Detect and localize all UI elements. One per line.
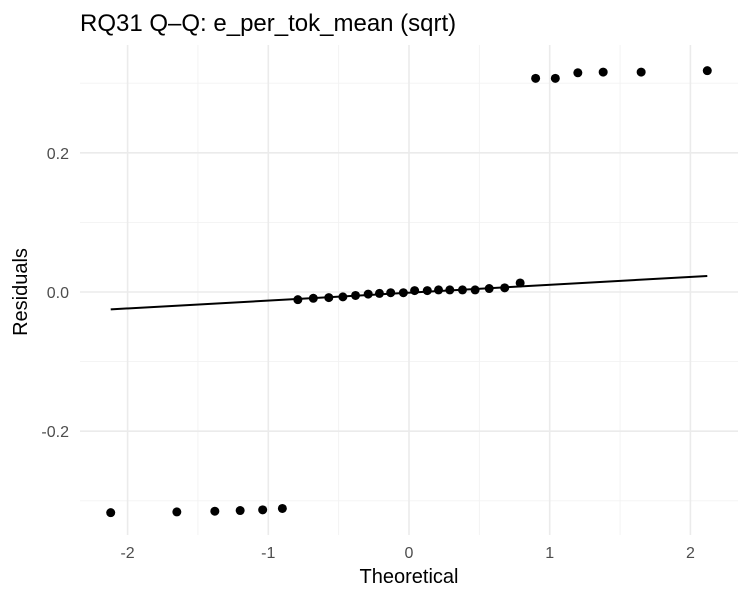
y-axis-title: Residuals xyxy=(10,248,32,336)
x-tick-label: 1 xyxy=(545,545,554,562)
data-point xyxy=(445,285,455,295)
data-point xyxy=(702,66,712,76)
x-tick-label: -1 xyxy=(261,545,275,562)
x-tick-label: 2 xyxy=(686,545,695,562)
y-tick-label: 0.0 xyxy=(47,285,69,302)
x-tick-label: -2 xyxy=(120,545,134,562)
data-point xyxy=(550,73,560,83)
data-point xyxy=(351,290,361,300)
data-point xyxy=(500,283,510,293)
data-point xyxy=(363,289,373,299)
x-tick-label: 0 xyxy=(405,545,414,562)
data-point xyxy=(293,295,303,305)
data-point xyxy=(531,73,541,83)
data-point xyxy=(434,285,444,295)
data-point xyxy=(235,506,245,516)
data-point xyxy=(410,286,420,296)
data-point xyxy=(338,292,348,302)
data-point xyxy=(457,285,467,295)
data-point xyxy=(386,288,396,298)
data-point xyxy=(398,288,408,298)
data-point xyxy=(277,503,287,513)
data-point xyxy=(172,507,182,517)
x-axis-ticks: -2 -1 0 1 2 xyxy=(120,545,694,562)
y-axis-ticks: -0.2 0.0 0.2 xyxy=(41,146,69,441)
data-point xyxy=(484,284,494,294)
data-point xyxy=(106,508,116,518)
data-point xyxy=(324,293,334,303)
data-point xyxy=(210,506,220,516)
data-point xyxy=(470,285,480,295)
data-points xyxy=(106,66,712,518)
grid xyxy=(80,45,738,535)
chart-title: RQ31 Q–Q: e_per_tok_mean (sqrt) xyxy=(80,10,456,37)
data-point xyxy=(573,68,583,78)
reference-line xyxy=(110,274,708,311)
y-tick-label: 0.2 xyxy=(47,146,69,163)
data-point xyxy=(515,278,525,288)
data-point xyxy=(598,67,608,77)
data-point xyxy=(258,505,268,515)
data-point xyxy=(374,288,384,298)
x-axis-title: Theoretical xyxy=(360,566,459,588)
data-point xyxy=(636,67,646,77)
data-point xyxy=(422,286,432,296)
data-point xyxy=(308,293,318,303)
y-tick-label: -0.2 xyxy=(41,424,69,441)
